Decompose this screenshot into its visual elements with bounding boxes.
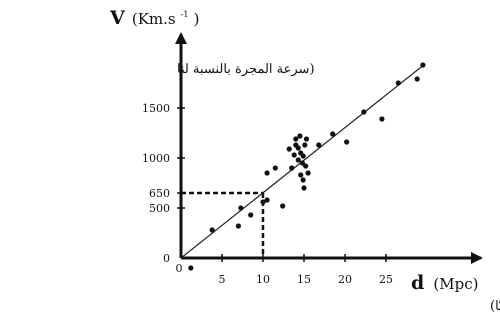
data-point bbox=[301, 185, 307, 191]
y-tick-label: 500 bbox=[149, 202, 170, 215]
x-tick-label: 5 bbox=[219, 273, 226, 286]
data-point bbox=[248, 212, 254, 218]
data-point bbox=[414, 76, 420, 82]
data-point bbox=[361, 109, 367, 115]
data-point bbox=[305, 170, 311, 176]
data-point bbox=[344, 139, 350, 145]
data-point bbox=[300, 153, 306, 159]
data-point bbox=[297, 133, 303, 139]
data-point bbox=[280, 203, 286, 209]
x-ticks: 0 5 10 15 20 25 bbox=[176, 254, 393, 286]
data-point bbox=[235, 223, 241, 229]
y-axis-symbol: V bbox=[109, 7, 126, 29]
y-tick-label: 1000 bbox=[142, 152, 170, 165]
data-point bbox=[298, 172, 304, 178]
data-point bbox=[330, 131, 336, 137]
data-point bbox=[209, 227, 215, 233]
data-point bbox=[264, 170, 270, 176]
data-point bbox=[260, 199, 266, 205]
y-ticks: 0 500 650 1000 1500 bbox=[142, 102, 185, 265]
data-point bbox=[286, 146, 292, 152]
data-point bbox=[295, 157, 301, 163]
data-point bbox=[188, 265, 194, 271]
data-point bbox=[238, 205, 244, 211]
data-point bbox=[302, 142, 308, 148]
x-axis-unit: (Mpc) bbox=[433, 275, 478, 293]
x-axis-symbol: d bbox=[411, 272, 424, 294]
data-point bbox=[272, 165, 278, 171]
data-point bbox=[264, 197, 270, 203]
data-point bbox=[299, 160, 305, 166]
x-tick-label: 15 bbox=[297, 273, 311, 286]
x-axis-title: d (Mpc) bbox=[411, 272, 478, 294]
y-axis-unit-close: ) bbox=[194, 10, 200, 28]
y-tick-label: 0 bbox=[163, 252, 170, 265]
data-point bbox=[303, 163, 309, 169]
y-tick-label: 1500 bbox=[142, 102, 170, 115]
data-point bbox=[379, 116, 385, 122]
x-tick-label: 10 bbox=[256, 273, 270, 286]
y-tick-label: 650 bbox=[149, 187, 170, 200]
x-tick-label: 0 bbox=[176, 262, 183, 275]
data-point bbox=[293, 136, 299, 142]
x-tick-label: 25 bbox=[379, 273, 393, 286]
data-point bbox=[303, 136, 310, 142]
y-axis-arabic-label: (سرعة المجرة بالنسبة لنا bbox=[177, 62, 315, 77]
data-point bbox=[300, 177, 306, 183]
data-point bbox=[420, 62, 426, 68]
data-point bbox=[295, 145, 301, 151]
y-axis-unit-sup: -1 bbox=[181, 10, 189, 19]
x-tick-label: 20 bbox=[338, 273, 352, 286]
x-axis-arabic-label: (بُعد المجرة عنّا) bbox=[490, 299, 500, 314]
y-axis-unit: (Km.s bbox=[132, 10, 176, 28]
y-axis-title: V (Km.s -1 ) bbox=[109, 2, 199, 29]
data-point bbox=[291, 152, 297, 158]
data-point bbox=[289, 165, 295, 171]
data-point bbox=[316, 142, 322, 148]
data-points bbox=[188, 62, 426, 271]
data-point bbox=[395, 80, 401, 86]
